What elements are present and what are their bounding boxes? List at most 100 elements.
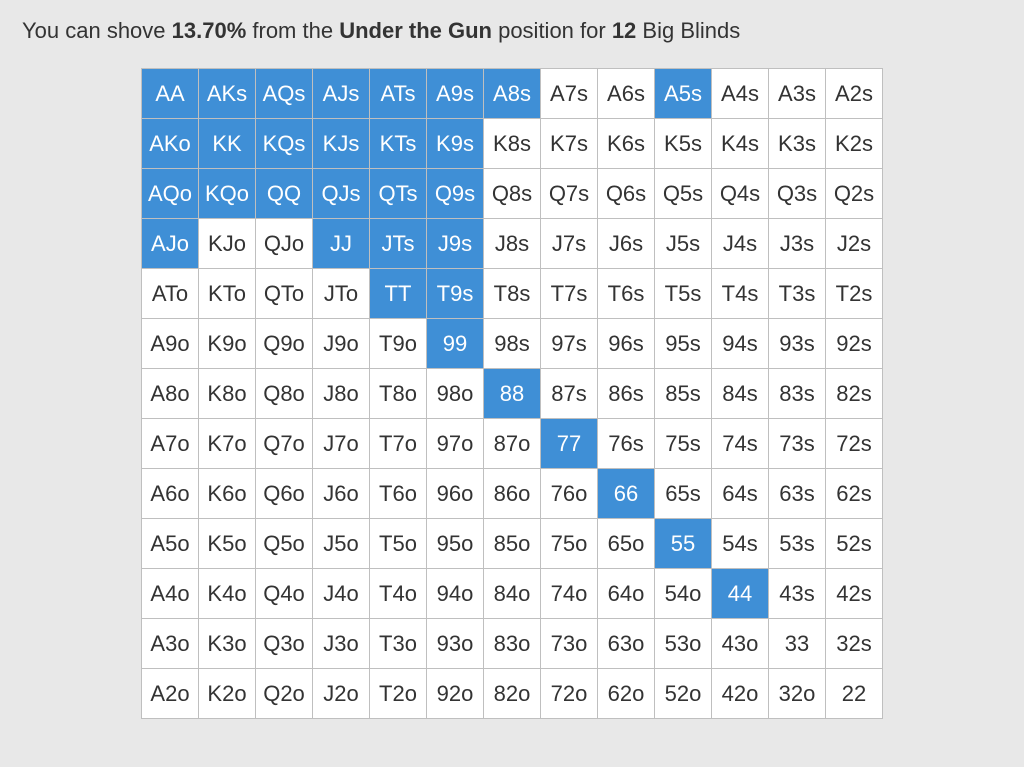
hand-cell[interactable]: Q9s	[427, 169, 484, 219]
hand-cell[interactable]: 32s	[826, 619, 883, 669]
hand-cell[interactable]: J4o	[313, 569, 370, 619]
hand-cell[interactable]: 86s	[598, 369, 655, 419]
hand-cell[interactable]: 62s	[826, 469, 883, 519]
hand-cell[interactable]: J9s	[427, 219, 484, 269]
hand-cell[interactable]: 75s	[655, 419, 712, 469]
hand-cell[interactable]: Q4o	[256, 569, 313, 619]
hand-cell[interactable]: K2s	[826, 119, 883, 169]
hand-cell[interactable]: 22	[826, 669, 883, 719]
hand-cell[interactable]: 75o	[541, 519, 598, 569]
hand-cell[interactable]: K6o	[199, 469, 256, 519]
hand-cell[interactable]: A2o	[142, 669, 199, 719]
hand-cell[interactable]: 85s	[655, 369, 712, 419]
hand-cell[interactable]: 42o	[712, 669, 769, 719]
hand-cell[interactable]: T5s	[655, 269, 712, 319]
hand-cell[interactable]: T9o	[370, 319, 427, 369]
hand-cell[interactable]: A8s	[484, 69, 541, 119]
hand-cell[interactable]: 43o	[712, 619, 769, 669]
hand-cell[interactable]: QTo	[256, 269, 313, 319]
hand-cell[interactable]: J6o	[313, 469, 370, 519]
hand-cell[interactable]: Q8s	[484, 169, 541, 219]
hand-cell[interactable]: Q9o	[256, 319, 313, 369]
hand-cell[interactable]: KK	[199, 119, 256, 169]
hand-cell[interactable]: J3s	[769, 219, 826, 269]
hand-cell[interactable]: J9o	[313, 319, 370, 369]
hand-cell[interactable]: A2s	[826, 69, 883, 119]
hand-cell[interactable]: J7o	[313, 419, 370, 469]
hand-cell[interactable]: A5s	[655, 69, 712, 119]
hand-cell[interactable]: AQs	[256, 69, 313, 119]
hand-cell[interactable]: KQs	[256, 119, 313, 169]
hand-cell[interactable]: 53s	[769, 519, 826, 569]
hand-cell[interactable]: T4o	[370, 569, 427, 619]
hand-cell[interactable]: 76s	[598, 419, 655, 469]
hand-cell[interactable]: 32o	[769, 669, 826, 719]
hand-cell[interactable]: Q3o	[256, 619, 313, 669]
hand-cell[interactable]: A7o	[142, 419, 199, 469]
hand-cell[interactable]: 74s	[712, 419, 769, 469]
hand-cell[interactable]: 82s	[826, 369, 883, 419]
hand-cell[interactable]: Q7o	[256, 419, 313, 469]
hand-cell[interactable]: 54o	[655, 569, 712, 619]
hand-cell[interactable]: 95o	[427, 519, 484, 569]
hand-cell[interactable]: 33	[769, 619, 826, 669]
hand-cell[interactable]: J3o	[313, 619, 370, 669]
hand-cell[interactable]: JTo	[313, 269, 370, 319]
hand-cell[interactable]: 74o	[541, 569, 598, 619]
hand-cell[interactable]: 96s	[598, 319, 655, 369]
hand-cell[interactable]: K8s	[484, 119, 541, 169]
hand-cell[interactable]: K5s	[655, 119, 712, 169]
hand-cell[interactable]: 94s	[712, 319, 769, 369]
hand-cell[interactable]: Q3s	[769, 169, 826, 219]
hand-cell[interactable]: 83o	[484, 619, 541, 669]
hand-cell[interactable]: 72s	[826, 419, 883, 469]
hand-cell[interactable]: J2s	[826, 219, 883, 269]
hand-cell[interactable]: 64o	[598, 569, 655, 619]
hand-cell[interactable]: AJs	[313, 69, 370, 119]
hand-cell[interactable]: 97s	[541, 319, 598, 369]
hand-cell[interactable]: 87o	[484, 419, 541, 469]
hand-cell[interactable]: J7s	[541, 219, 598, 269]
hand-cell[interactable]: T2o	[370, 669, 427, 719]
hand-cell[interactable]: 77	[541, 419, 598, 469]
hand-cell[interactable]: K7o	[199, 419, 256, 469]
hand-cell[interactable]: 94o	[427, 569, 484, 619]
hand-cell[interactable]: Q4s	[712, 169, 769, 219]
hand-cell[interactable]: AA	[142, 69, 199, 119]
hand-cell[interactable]: A7s	[541, 69, 598, 119]
hand-cell[interactable]: 88	[484, 369, 541, 419]
hand-cell[interactable]: 44	[712, 569, 769, 619]
hand-cell[interactable]: T7o	[370, 419, 427, 469]
hand-cell[interactable]: J8o	[313, 369, 370, 419]
hand-cell[interactable]: 55	[655, 519, 712, 569]
hand-cell[interactable]: 95s	[655, 319, 712, 369]
hand-cell[interactable]: J4s	[712, 219, 769, 269]
hand-cell[interactable]: A6o	[142, 469, 199, 519]
hand-cell[interactable]: Q8o	[256, 369, 313, 419]
hand-cell[interactable]: T8o	[370, 369, 427, 419]
hand-cell[interactable]: A3s	[769, 69, 826, 119]
hand-cell[interactable]: K7s	[541, 119, 598, 169]
hand-cell[interactable]: 93s	[769, 319, 826, 369]
hand-cell[interactable]: T7s	[541, 269, 598, 319]
hand-cell[interactable]: A6s	[598, 69, 655, 119]
hand-cell[interactable]: 65s	[655, 469, 712, 519]
hand-cell[interactable]: T6s	[598, 269, 655, 319]
hand-cell[interactable]: KTo	[199, 269, 256, 319]
hand-cell[interactable]: 97o	[427, 419, 484, 469]
hand-cell[interactable]: AKo	[142, 119, 199, 169]
hand-cell[interactable]: K3s	[769, 119, 826, 169]
hand-cell[interactable]: 42s	[826, 569, 883, 619]
hand-cell[interactable]: K9o	[199, 319, 256, 369]
hand-cell[interactable]: JTs	[370, 219, 427, 269]
hand-cell[interactable]: T4s	[712, 269, 769, 319]
hand-cell[interactable]: ATs	[370, 69, 427, 119]
hand-cell[interactable]: 64s	[712, 469, 769, 519]
hand-cell[interactable]: 92o	[427, 669, 484, 719]
hand-cell[interactable]: T9s	[427, 269, 484, 319]
hand-cell[interactable]: T3s	[769, 269, 826, 319]
hand-cell[interactable]: T2s	[826, 269, 883, 319]
hand-cell[interactable]: Q6s	[598, 169, 655, 219]
hand-cell[interactable]: Q5s	[655, 169, 712, 219]
hand-cell[interactable]: QJs	[313, 169, 370, 219]
